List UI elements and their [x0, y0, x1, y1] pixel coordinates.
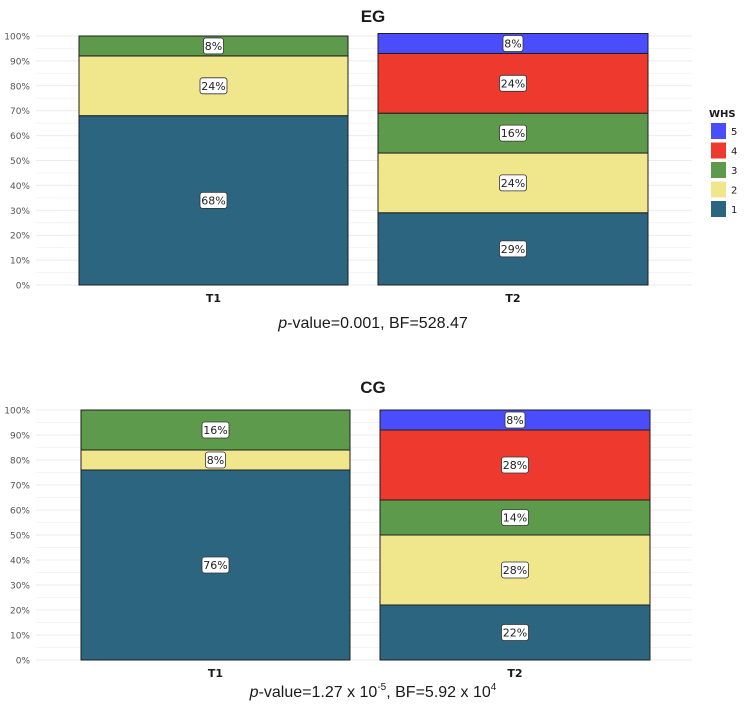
chart-title-cg: CG [360, 378, 386, 397]
y-tick-label: 50% [10, 157, 30, 167]
data-label: 8% [504, 37, 521, 50]
y-tick-label: 40% [10, 557, 30, 567]
data-label: 29% [501, 243, 525, 256]
y-tick-label: 10% [10, 632, 30, 642]
data-label-box [501, 509, 529, 526]
data-label: 8% [207, 454, 224, 467]
y-tick-label: 10% [10, 257, 30, 267]
data-label-box [502, 35, 524, 52]
legend-label-whs2: 2 [731, 186, 737, 197]
legend-label-whs3: 3 [731, 166, 737, 177]
data-label: 24% [501, 77, 525, 90]
legend-title: WHS [709, 109, 736, 120]
legend-swatch-whs2 [711, 181, 726, 198]
stats-eg: p-value=0.001, BF=528.47 [277, 315, 468, 332]
y-tick-label: 70% [10, 107, 30, 117]
panel-eg: EG 0% 10% 20% 30% 40% 50% 60% 70% 80% 90% 100% 68% 24… [4, 7, 692, 305]
y-tick-label: 60% [10, 132, 30, 142]
data-label: 76% [203, 559, 227, 572]
y-tick-label: 80% [10, 457, 30, 467]
legend-swatch-whs1 [711, 201, 726, 217]
y-tick-label: 60% [10, 507, 30, 517]
y-tick-label: 90% [10, 432, 30, 442]
y-tick-label: 20% [10, 607, 30, 617]
x-tick-label: T1 [206, 292, 221, 305]
y-tick-label: 20% [10, 232, 30, 242]
y-tick-label: 80% [10, 82, 30, 92]
data-label-box [199, 191, 228, 209]
data-label-box [501, 561, 529, 579]
x-tick-label: T2 [505, 292, 520, 305]
data-label: 28% [503, 564, 527, 577]
y-tick-label: 30% [10, 207, 30, 217]
data-label: 24% [201, 80, 225, 93]
stats-cg-p: p [249, 684, 259, 701]
x-tick-label: T2 [507, 667, 522, 680]
y-tick-label: 70% [10, 482, 30, 492]
stats-eg-p: p [277, 315, 287, 332]
stats-cg: p-value=1.27 x 10-5, BF=5.92 x 104 [249, 682, 497, 701]
stats-cg-bf-exp: 4 [491, 682, 497, 693]
y-tick-label: 90% [10, 57, 30, 67]
legend-swatch-whs3 [711, 162, 726, 178]
data-label-box [203, 37, 224, 55]
panel-cg: CG 0% 10% 20% 30% 40% 50% 60% 70% 80% 90% 100% 76% 8%… [4, 378, 692, 680]
y-tick-label: 0% [16, 657, 31, 667]
legend: WHS 5 4 3 2 1 [709, 109, 737, 217]
data-label-box [499, 74, 527, 92]
data-label-box [201, 421, 230, 439]
data-label-box [499, 240, 527, 258]
data-label: 14% [503, 512, 527, 525]
data-label: 16% [203, 424, 227, 437]
legend-label-whs1: 1 [731, 205, 737, 216]
y-tick-label: 40% [10, 182, 30, 192]
data-label: 28% [503, 459, 527, 472]
data-label: 8% [506, 414, 523, 427]
data-label-box [504, 411, 526, 429]
data-label: 24% [501, 177, 525, 190]
legend-label-whs4: 4 [731, 147, 737, 158]
legend-swatch-whs4 [711, 142, 726, 159]
x-tick-label: T1 [208, 667, 223, 680]
data-label: 68% [201, 194, 225, 207]
y-tick-label: 30% [10, 582, 30, 592]
stats-cg-pvalue-exp: -5 [377, 682, 386, 693]
y-tick-label: 100% [4, 407, 30, 417]
y-tick-label: 100% [4, 33, 30, 43]
bar-segment-cg-t2-whs3 [379, 499, 651, 536]
legend-swatch-whs5 [711, 123, 726, 139]
data-label-box [501, 456, 529, 474]
data-label-box [501, 624, 529, 641]
y-tick-label: 0% [16, 282, 31, 292]
data-label-box [199, 77, 228, 95]
data-label-box [499, 124, 527, 142]
data-label: 8% [205, 40, 222, 53]
stats-cg-bf: , BF=5.92 x 10 [386, 684, 491, 701]
stats-eg-text: -value=0.001, BF=528.47 [287, 315, 468, 332]
data-label-box [499, 174, 527, 192]
data-label-box [201, 556, 230, 574]
chart-title-eg: EG [361, 7, 386, 26]
data-label-box [205, 451, 226, 469]
stats-cg-pvalue: -value=1.27 x 10 [259, 684, 378, 701]
legend-label-whs5: 5 [731, 127, 737, 138]
data-label: 22% [503, 627, 527, 640]
y-tick-label: 50% [10, 532, 30, 542]
data-label: 16% [501, 127, 525, 140]
